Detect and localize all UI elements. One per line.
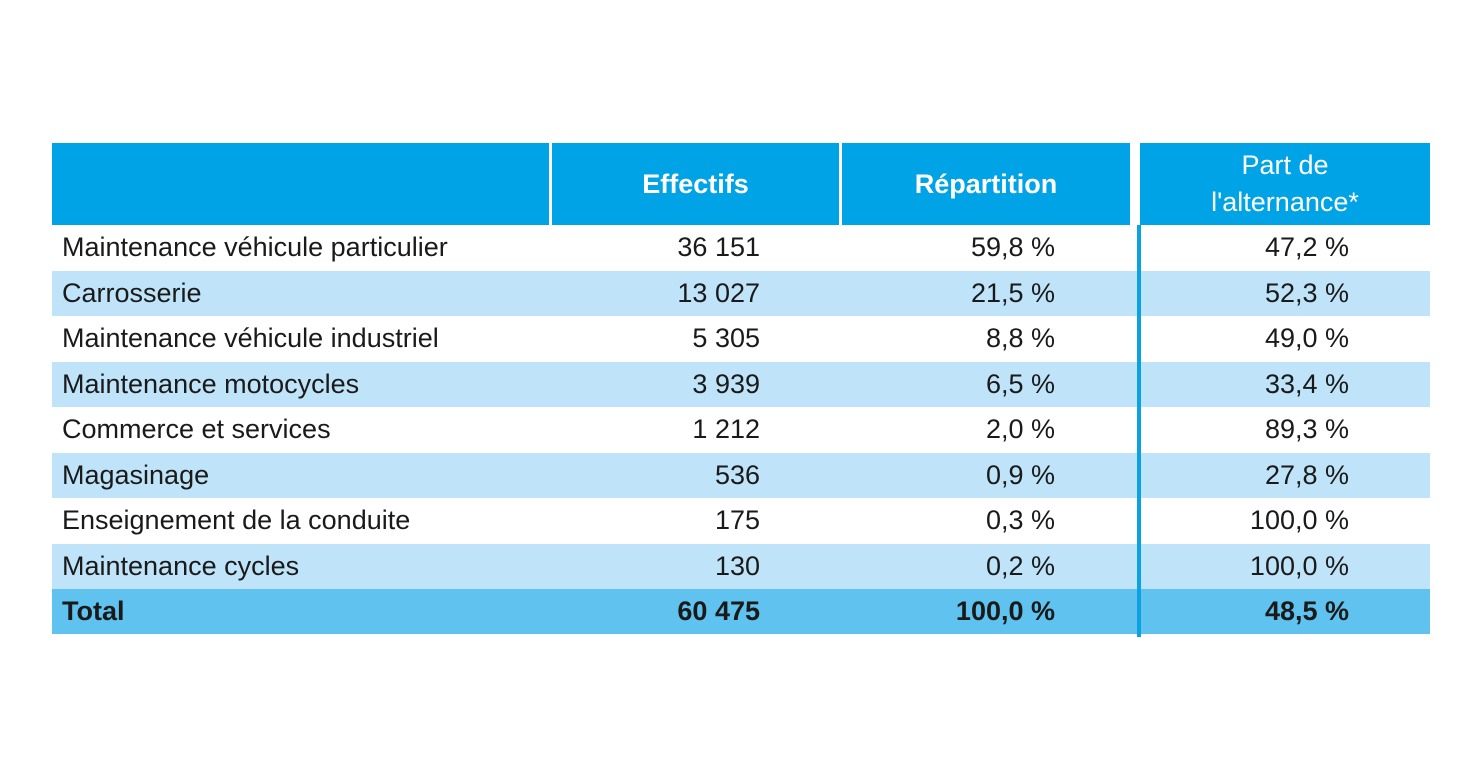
row-repartition: 0,3 % bbox=[985, 505, 1055, 536]
row-label: Magasinage bbox=[62, 459, 210, 490]
row-label: Enseignement de la conduite bbox=[62, 505, 411, 536]
row-effectifs: 1 212 bbox=[692, 414, 760, 445]
row-alternance: 89,3 % bbox=[1264, 414, 1349, 445]
row-label: Carrosserie bbox=[62, 277, 202, 308]
row-alternance: 52,3 % bbox=[1264, 277, 1349, 308]
row-label: Maintenance motocycles bbox=[62, 368, 360, 399]
total-repartition: 100,0 % bbox=[955, 596, 1055, 626]
header-part-alternance-line2: l'alternance* bbox=[1211, 187, 1359, 217]
table-row: Maintenance véhicule particulier 36 151 … bbox=[52, 225, 1430, 271]
row-repartition: 8,8 % bbox=[985, 323, 1055, 354]
row-repartition: 0,9 % bbox=[985, 459, 1055, 490]
table-row: Enseignement de la conduite 175 0,3 % 10… bbox=[52, 498, 1430, 544]
column-divider bbox=[1137, 225, 1141, 637]
row-alternance: 100,0 % bbox=[1249, 505, 1349, 536]
total-effectifs: 60 475 bbox=[677, 596, 760, 626]
row-label: Maintenance véhicule industriel bbox=[62, 323, 439, 354]
row-label: Commerce et services bbox=[62, 414, 331, 445]
row-label: Maintenance cycles bbox=[62, 550, 300, 581]
header-effectifs: Effectifs bbox=[552, 143, 839, 225]
row-alternance: 27,8 % bbox=[1264, 459, 1349, 490]
header-repartition: Répartition bbox=[842, 143, 1130, 225]
row-alternance: 33,4 % bbox=[1264, 368, 1349, 399]
table-header: Effectifs Répartition Part de l'alternan… bbox=[52, 143, 1430, 225]
row-alternance: 47,2 % bbox=[1264, 232, 1349, 263]
row-repartition: 21,5 % bbox=[970, 277, 1055, 308]
header-blank-cell bbox=[52, 143, 549, 225]
total-alternance: 48,5 % bbox=[1264, 596, 1349, 626]
row-repartition: 2,0 % bbox=[985, 414, 1055, 445]
row-effectifs: 130 bbox=[714, 550, 760, 581]
row-repartition: 6,5 % bbox=[985, 368, 1055, 399]
total-row: Total 60 475 100,0 % 48,5 % bbox=[52, 589, 1430, 634]
table-row: Maintenance motocycles 3 939 6,5 % 33,4 … bbox=[52, 361, 1430, 407]
header-part-alternance: Part de l'alternance* bbox=[1140, 143, 1430, 225]
data-table: Effectifs Répartition Part de l'alternan… bbox=[52, 143, 1430, 637]
table-row: Maintenance cycles 130 0,2 % 100,0 % bbox=[52, 543, 1430, 589]
table-row: Carrosserie 13 027 21,5 % 52,3 % bbox=[52, 270, 1430, 316]
table-row: Magasinage 536 0,9 % 27,8 % bbox=[52, 452, 1430, 498]
row-alternance: 49,0 % bbox=[1264, 323, 1349, 354]
row-effectifs: 3 939 bbox=[692, 368, 760, 399]
row-effectifs: 536 bbox=[714, 459, 760, 490]
row-effectifs: 36 151 bbox=[677, 232, 760, 263]
header-part-alternance-line1: Part de bbox=[1241, 150, 1329, 180]
table-row: Commerce et services 1 212 2,0 % 89,3 % bbox=[52, 407, 1430, 453]
row-effectifs: 175 bbox=[714, 505, 760, 536]
row-alternance: 100,0 % bbox=[1249, 550, 1349, 581]
table-row: Maintenance véhicule industriel 5 305 8,… bbox=[52, 316, 1430, 362]
total-label: Total bbox=[62, 596, 125, 626]
row-effectifs: 5 305 bbox=[692, 323, 760, 354]
row-label: Maintenance véhicule particulier bbox=[62, 232, 448, 263]
row-effectifs: 13 027 bbox=[677, 277, 760, 308]
row-repartition: 0,2 % bbox=[985, 550, 1055, 581]
row-repartition: 59,8 % bbox=[970, 232, 1055, 263]
